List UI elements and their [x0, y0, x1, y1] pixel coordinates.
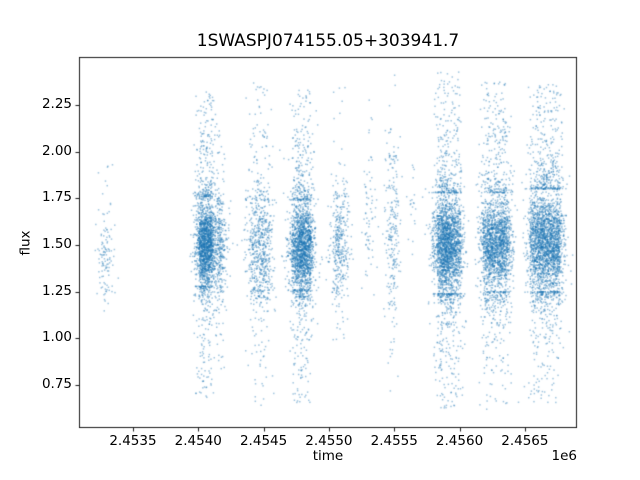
x-tick-label: 2.4545	[239, 433, 288, 449]
y-tick-label: 1.00	[41, 329, 72, 346]
chart-title: 1SWASPJ074155.05+303941.7	[196, 31, 460, 51]
y-tick-label: 2.00	[41, 142, 72, 159]
x-tick-label: 2.4560	[435, 433, 484, 449]
x-axis-label: time	[312, 448, 344, 464]
y-tick-label: 0.75	[41, 376, 72, 393]
y-tick-label: 1.50	[41, 236, 72, 253]
x-axis-offset-label: 1e6	[551, 448, 577, 464]
x-tick-label: 2.4550	[305, 433, 353, 449]
x-tick-label: 2.4555	[370, 433, 418, 449]
y-tick-label: 1.25	[41, 282, 72, 299]
x-tick-label: 2.4565	[501, 433, 549, 449]
y-axis-label: flux	[17, 230, 34, 256]
y-tick-label: 2.25	[41, 95, 72, 112]
x-tick-label: 2.4535	[109, 433, 157, 449]
x-tick-label: 2.4540	[174, 433, 222, 449]
y-tick-label: 1.75	[41, 189, 72, 206]
